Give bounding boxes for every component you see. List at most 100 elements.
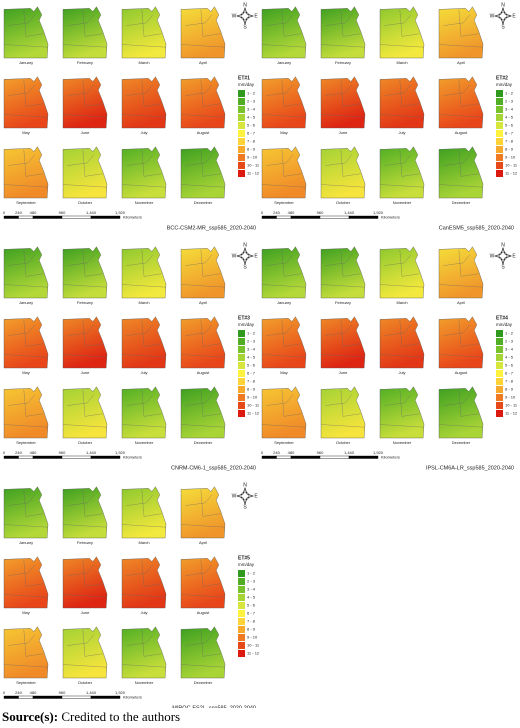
legend-label: 8 - 9 bbox=[247, 387, 256, 392]
scale-segment bbox=[261, 215, 277, 219]
month-map bbox=[62, 556, 108, 609]
scale-label: 960 bbox=[59, 450, 66, 455]
legend-title: ET#1 bbox=[238, 75, 250, 81]
compass-s: S bbox=[243, 24, 247, 30]
scale-segment bbox=[32, 455, 63, 459]
legend-units: mm/day bbox=[238, 322, 255, 327]
compass-ring bbox=[240, 11, 250, 21]
month-map bbox=[261, 386, 307, 439]
month-label: June bbox=[339, 370, 348, 375]
month-label: January bbox=[19, 60, 33, 65]
legend-label: 2 - 3 bbox=[247, 579, 256, 584]
month-map bbox=[180, 6, 226, 59]
boundaries bbox=[3, 629, 49, 668]
month-label: July bbox=[140, 610, 147, 615]
month-label: December bbox=[194, 680, 213, 685]
legend-label: 7 - 8 bbox=[505, 139, 514, 144]
legend-swatch bbox=[238, 154, 245, 161]
scale-label: 1,440 bbox=[86, 210, 97, 215]
month-map bbox=[180, 146, 226, 199]
legend-label: 3 - 4 bbox=[247, 107, 256, 112]
boundaries bbox=[121, 389, 167, 428]
legend-swatch bbox=[496, 386, 503, 393]
month-label: July bbox=[140, 130, 147, 135]
month-label: April bbox=[457, 60, 465, 65]
boundaries bbox=[3, 389, 49, 428]
month-label: June bbox=[81, 370, 90, 375]
scale-segment bbox=[61, 695, 92, 699]
legend-label: 5 - 6 bbox=[247, 363, 256, 368]
month-map bbox=[3, 246, 49, 299]
legend-swatch bbox=[496, 394, 503, 401]
boundaries bbox=[180, 9, 226, 48]
month-map bbox=[261, 246, 307, 299]
scale-unit: Kilometers bbox=[381, 455, 400, 460]
source-text: Credited to the authors bbox=[61, 709, 181, 724]
month-map bbox=[121, 486, 167, 539]
scale-segment bbox=[61, 455, 92, 459]
month-label: May bbox=[22, 610, 30, 615]
legend-swatch bbox=[238, 578, 245, 585]
scale-unit: Kilometers bbox=[123, 695, 142, 700]
boundaries bbox=[121, 249, 167, 288]
compass-ring bbox=[240, 491, 250, 501]
legend-label: 3 - 4 bbox=[247, 347, 256, 352]
month-map bbox=[261, 76, 307, 129]
boundaries bbox=[62, 489, 108, 528]
legend-swatch bbox=[238, 354, 245, 361]
month-label: March bbox=[396, 60, 407, 65]
month-map bbox=[320, 386, 366, 439]
month-map bbox=[121, 146, 167, 199]
legend-label: 11 - 12 bbox=[247, 411, 260, 416]
month-map bbox=[438, 386, 484, 439]
month-label: March bbox=[138, 300, 149, 305]
scale-label: 480 bbox=[288, 210, 295, 215]
legend-label: 1 - 2 bbox=[247, 91, 256, 96]
scale-segment bbox=[3, 455, 19, 459]
month-map bbox=[379, 6, 425, 59]
month-map bbox=[180, 486, 226, 539]
scale-label: 1,920 bbox=[373, 450, 384, 455]
month-label: January bbox=[19, 540, 33, 545]
month-map bbox=[261, 146, 307, 199]
legend-swatch bbox=[496, 114, 503, 121]
compass-s: S bbox=[243, 504, 247, 510]
panel-title: CNRM-CM6-1_ssp585_2020-2040 bbox=[171, 465, 256, 471]
month-label: September bbox=[274, 200, 294, 205]
legend-swatch bbox=[238, 90, 245, 97]
legend-swatch bbox=[238, 130, 245, 137]
month-map bbox=[438, 6, 484, 59]
legend-swatch bbox=[496, 130, 503, 137]
legend-label: 6 - 7 bbox=[247, 611, 256, 616]
boundaries bbox=[121, 629, 167, 668]
legend-label: 10 - 11 bbox=[505, 403, 518, 408]
compass-n: N bbox=[501, 242, 505, 248]
boundaries bbox=[261, 389, 307, 428]
month-map bbox=[379, 76, 425, 129]
legend-units: mm/day bbox=[496, 322, 513, 327]
month-map bbox=[180, 76, 226, 129]
month-map bbox=[438, 146, 484, 199]
scale-segment bbox=[32, 695, 63, 699]
compass-w: W bbox=[232, 13, 237, 19]
boundaries bbox=[180, 79, 226, 118]
month-map bbox=[121, 76, 167, 129]
boundaries bbox=[438, 389, 484, 428]
compass-w: W bbox=[232, 493, 237, 499]
boundaries bbox=[62, 9, 108, 48]
month-map bbox=[62, 386, 108, 439]
scale-segment bbox=[18, 455, 34, 459]
month-map bbox=[3, 626, 49, 679]
legend-label: 9 - 10 bbox=[505, 395, 516, 400]
month-map bbox=[62, 6, 108, 59]
boundaries bbox=[180, 559, 226, 598]
month-label: August bbox=[197, 370, 210, 375]
legend-swatch bbox=[238, 570, 245, 577]
month-label: February bbox=[77, 60, 93, 65]
boundaries bbox=[438, 149, 484, 188]
boundaries bbox=[438, 249, 484, 288]
compass-ring bbox=[498, 11, 508, 21]
scale-label: 1,920 bbox=[373, 210, 384, 215]
legend-title: ET#5 bbox=[238, 555, 250, 561]
month-map bbox=[320, 316, 366, 369]
